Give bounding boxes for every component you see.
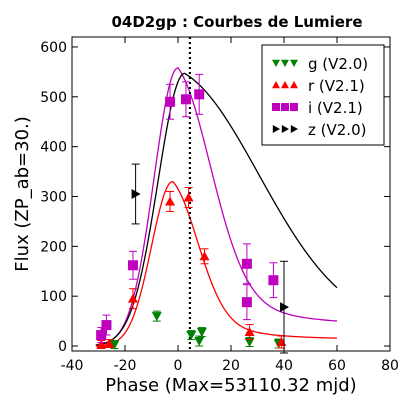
- x-tick-label: 60: [328, 358, 346, 374]
- legend-item: z (V2.0): [272, 121, 366, 139]
- y-axis-label: Flux (ZP_ab=30.): [12, 116, 33, 272]
- legend-marker: [281, 125, 289, 133]
- chart-title: 04D2gp : Courbes de Lumiere: [111, 13, 362, 31]
- x-tick-label: 80: [381, 358, 399, 374]
- x-tick-label: 0: [174, 358, 183, 374]
- legend-marker: [290, 81, 298, 89]
- legend-marker: [290, 59, 298, 67]
- y-tick-label: 100: [40, 289, 67, 305]
- legend-marker: [281, 103, 289, 111]
- y-tick-label: 400: [40, 140, 67, 156]
- data-point: [109, 340, 120, 350]
- legend-item: g (V2.0): [272, 55, 368, 73]
- data-point: [165, 96, 176, 107]
- legend-marker: [290, 125, 298, 133]
- data-point: [96, 330, 107, 341]
- data-point: [194, 337, 205, 347]
- data-point: [244, 338, 255, 348]
- y-axis-ticks: 0 100 200 300 400 500 600: [40, 40, 390, 355]
- data-point: [268, 275, 279, 286]
- plot-area: [95, 37, 338, 354]
- data-point: [194, 89, 205, 100]
- i-fit-curve: [95, 67, 338, 346]
- legend: g (V2.0) r (V2.1) i (V2.1) z (V2.0): [261, 44, 385, 146]
- data-point: [186, 331, 197, 341]
- legend-marker: [272, 81, 280, 89]
- data-point: [127, 293, 138, 303]
- x-tick-label: -40: [61, 358, 84, 374]
- legend-label: r (V2.1): [308, 77, 365, 95]
- legend-item: r (V2.1): [272, 77, 365, 95]
- data-point: [183, 192, 194, 202]
- data-point: [280, 302, 289, 313]
- x-tick-label: 20: [222, 358, 240, 374]
- data-point: [241, 297, 252, 308]
- legend-marker: [281, 81, 289, 89]
- data-point: [104, 338, 115, 348]
- legend-label: g (V2.0): [308, 55, 368, 73]
- legend-item: i (V2.1): [272, 99, 363, 117]
- data-point: [165, 196, 176, 206]
- y-tick-label: 0: [58, 339, 67, 355]
- data-point: [244, 327, 255, 337]
- legend-label: z (V2.0): [308, 121, 366, 139]
- data-point: [241, 258, 252, 269]
- data-point: [127, 260, 138, 271]
- data-point: [199, 251, 210, 261]
- data-point: [131, 189, 141, 199]
- data-point: [180, 94, 191, 105]
- legend-marker: [290, 103, 298, 111]
- series-0: [109, 310, 284, 350]
- data-point: [101, 320, 112, 331]
- legend-label: i (V2.1): [308, 99, 363, 117]
- y-tick-label: 600: [40, 40, 67, 56]
- legend-marker: [272, 103, 280, 111]
- series-1: [96, 187, 287, 350]
- x-tick-label: 40: [275, 358, 293, 374]
- series-3: [131, 163, 289, 354]
- legend-marker: [281, 59, 289, 67]
- z-fit-curve: [95, 72, 338, 346]
- series-2: [96, 73, 279, 344]
- y-tick-label: 200: [40, 239, 67, 255]
- legend-marker: [272, 59, 280, 67]
- data-point: [96, 339, 107, 349]
- y-tick-label: 500: [40, 90, 67, 106]
- y-tick-label: 300: [40, 189, 67, 205]
- x-axis-ticks: -40 -20 0 20 40 60 80: [61, 37, 399, 374]
- x-axis-label: Phase (Max=53110.32 mjd): [105, 375, 356, 396]
- x-tick-label: -20: [114, 358, 137, 374]
- legend-marker: [272, 125, 280, 133]
- data-point: [151, 312, 162, 322]
- data-point: [196, 328, 207, 338]
